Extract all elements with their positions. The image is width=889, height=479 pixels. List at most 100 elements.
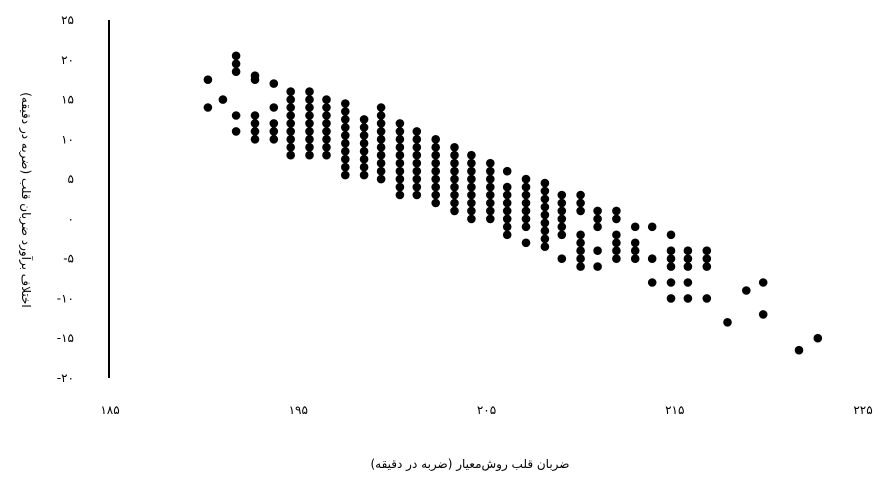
data-point <box>359 123 369 132</box>
y-tick-label: -۵ <box>63 252 74 266</box>
data-point <box>376 143 386 152</box>
data-point <box>250 75 260 84</box>
data-point <box>557 222 567 232</box>
data-point <box>286 95 296 104</box>
data-point <box>593 246 602 255</box>
data-point <box>395 190 405 200</box>
data-point <box>341 139 350 148</box>
data-point <box>521 214 531 224</box>
data-point <box>341 123 350 132</box>
data-point <box>758 278 768 287</box>
data-point <box>502 206 512 216</box>
data-point <box>450 206 459 216</box>
data-point <box>576 206 585 216</box>
data-point <box>666 262 676 271</box>
x-tick-label: ۲۰۵ <box>477 403 496 417</box>
data-point <box>467 158 476 168</box>
data-point <box>612 238 621 248</box>
data-point <box>412 158 422 168</box>
data-point <box>666 254 676 263</box>
data-point <box>431 198 441 208</box>
data-point <box>630 238 640 248</box>
data-point <box>540 234 550 244</box>
data-point <box>557 206 567 216</box>
data-point <box>557 214 567 224</box>
data-point <box>521 198 531 208</box>
data-point <box>450 182 459 192</box>
x-axis-ticks: ۱۸۵ ۱۹۵ ۲۰۵ ۲۱۵ ۲۲۵ <box>100 403 872 417</box>
data-point <box>341 170 350 180</box>
x-axis-title: ضربان قلب روش‌معیار (ضربه در دقیقه) <box>370 457 569 472</box>
data-point <box>557 254 567 263</box>
data-point <box>322 127 331 136</box>
data-point <box>450 150 459 160</box>
data-point <box>286 150 296 160</box>
data-point <box>540 226 550 236</box>
y-tick-label: ۲۰ <box>61 53 74 67</box>
data-point <box>376 111 386 120</box>
data-point <box>521 174 531 184</box>
data-point <box>395 127 405 136</box>
data-point <box>376 174 386 184</box>
data-point <box>231 127 241 136</box>
data-point <box>218 95 228 104</box>
data-point <box>431 143 441 152</box>
data-point <box>486 174 495 184</box>
data-point <box>683 254 693 263</box>
x-tick-label: ۱۸۵ <box>100 403 119 417</box>
data-point <box>359 170 369 180</box>
data-point <box>231 59 241 69</box>
data-point <box>412 150 422 160</box>
data-point <box>502 214 512 224</box>
data-point <box>540 178 550 188</box>
data-point <box>467 174 476 184</box>
data-point <box>502 182 512 192</box>
data-point <box>666 246 676 255</box>
data-point <box>341 115 350 124</box>
data-point <box>557 230 567 240</box>
data-point <box>286 143 296 152</box>
data-point <box>630 246 640 255</box>
data-point <box>376 166 386 176</box>
data-point <box>593 222 602 232</box>
data-point <box>521 206 531 216</box>
data-point <box>486 206 495 216</box>
x-tick-label: ۲۱۵ <box>665 403 684 417</box>
data-point <box>486 158 495 168</box>
data-point <box>412 135 422 144</box>
data-point <box>612 230 621 240</box>
data-point <box>376 103 386 112</box>
data-point <box>286 111 296 120</box>
data-point <box>576 198 585 208</box>
data-point <box>231 51 241 61</box>
data-point <box>450 143 459 152</box>
data-point <box>341 154 350 164</box>
data-point <box>647 278 657 287</box>
data-point <box>486 198 495 208</box>
data-point <box>467 206 476 216</box>
data-point <box>702 294 712 303</box>
data-point <box>521 238 531 248</box>
data-point <box>702 262 712 271</box>
data-point <box>486 166 495 176</box>
data-point <box>666 230 676 240</box>
data-point <box>322 95 331 104</box>
data-point <box>723 318 732 327</box>
data-point <box>322 111 331 120</box>
data-point <box>630 254 640 263</box>
data-point <box>612 246 621 255</box>
data-point <box>412 182 422 192</box>
data-point <box>322 143 331 152</box>
data-point <box>593 206 602 216</box>
data-point <box>431 158 441 168</box>
data-point <box>231 111 241 120</box>
data-point <box>359 139 369 148</box>
data-point <box>395 166 405 176</box>
data-point <box>286 103 296 112</box>
data-point <box>305 103 314 112</box>
data-point <box>269 103 279 112</box>
data-point <box>305 143 314 152</box>
data-point <box>576 262 585 271</box>
data-point <box>794 345 804 355</box>
